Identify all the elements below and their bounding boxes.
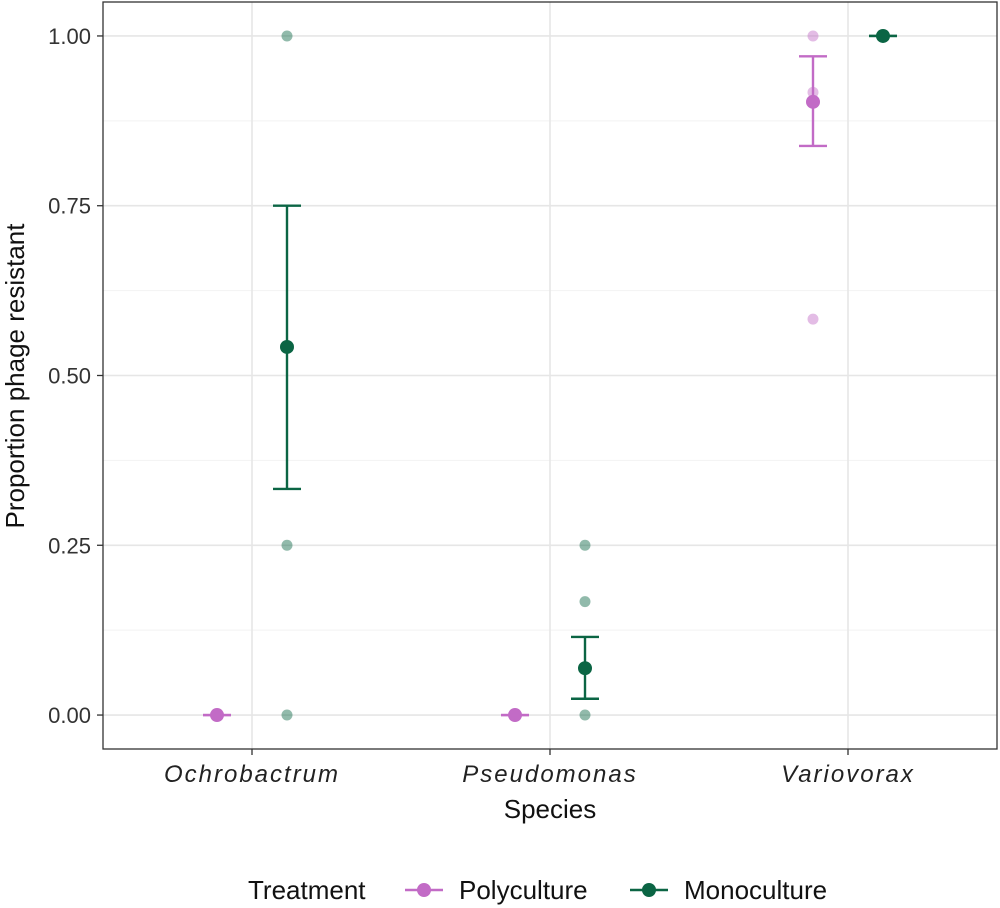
raw-point-monoculture-pseudomonas	[579, 539, 591, 551]
x-tick-label-ochrobactrum: Ochrobactrum	[164, 761, 340, 788]
legend-label-polyculture: Polyculture	[459, 875, 588, 905]
mean-point-polyculture-variovorax	[806, 94, 820, 109]
x-axis-title: Species	[504, 794, 597, 824]
x-tick-label-pseudomonas: Pseudomonas	[462, 761, 637, 788]
raw-point-monoculture-ochrobactrum	[281, 709, 293, 721]
y-axis: 0.00 0.25 0.50 0.75 1.00	[48, 24, 103, 728]
legend-key-point-polyculture	[417, 883, 431, 897]
mean-point-polyculture-pseudomonas	[508, 708, 522, 723]
y-tick-label: 0.50	[48, 364, 91, 389]
grid-lines	[103, 2, 997, 749]
legend-item-polyculture: Polyculture	[405, 875, 588, 905]
legend-label-monoculture: Monoculture	[684, 875, 827, 905]
raw-point-polyculture-variovorax	[807, 313, 819, 325]
legend-title: Treatment	[248, 875, 366, 905]
y-tick-label: 1.00	[48, 24, 91, 49]
data-marks	[203, 28, 897, 723]
mean-point-polyculture-ochrobactrum	[210, 708, 224, 723]
y-axis-title: Proportion phage resistant	[0, 223, 30, 529]
mean-point-monoculture-pseudomonas	[578, 661, 592, 676]
legend: Treatment Polyculture Monoculture	[248, 875, 827, 905]
y-tick-label: 0.00	[48, 703, 91, 728]
mean-point-monoculture-variovorax	[876, 28, 890, 43]
raw-point-monoculture-pseudomonas	[579, 709, 591, 721]
x-tick-label-variovorax: Variovorax	[781, 761, 915, 788]
mean-point-monoculture-ochrobactrum	[280, 339, 294, 354]
y-tick-label: 0.75	[48, 194, 91, 219]
y-tick-label: 0.25	[48, 533, 91, 558]
legend-item-monoculture: Monoculture	[630, 875, 827, 905]
raw-point-polyculture-variovorax	[807, 30, 819, 42]
x-axis: Ochrobactrum Pseudomonas Variovorax	[164, 749, 915, 788]
legend-key-point-monoculture	[642, 883, 656, 897]
raw-point-monoculture-ochrobactrum	[281, 539, 293, 551]
raw-point-monoculture-pseudomonas	[579, 596, 591, 608]
raw-point-monoculture-ochrobactrum	[281, 30, 293, 42]
